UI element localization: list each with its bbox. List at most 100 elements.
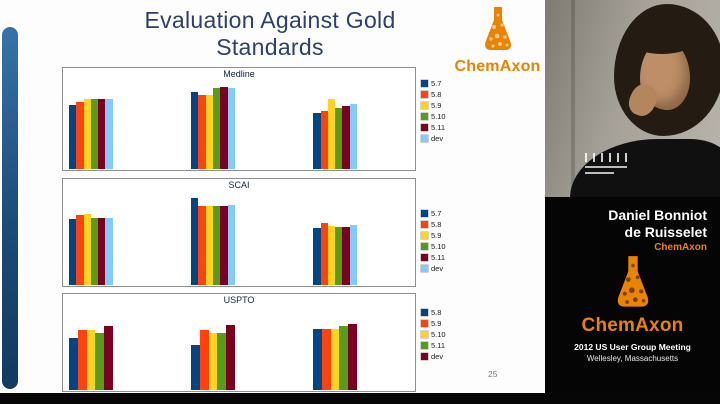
- bar-series-5.8: [198, 95, 206, 169]
- legend-swatch: [421, 135, 428, 142]
- bar-series-5.8: [320, 110, 328, 169]
- legend-item: 5.8: [421, 90, 446, 99]
- legend-swatch: [421, 91, 428, 98]
- bar-group: [69, 193, 113, 285]
- legend-swatch: [421, 254, 428, 261]
- chart-legend-medline: 5.7 5.8 5.9 5.10 5.11 dev: [421, 79, 446, 143]
- chart-plot-area: [63, 308, 415, 390]
- bar-series-5.8: [69, 337, 78, 390]
- chemaxon-flask-icon: [617, 256, 648, 307]
- legend-label: 5.11: [431, 253, 446, 262]
- chart-title: USPTO: [223, 295, 255, 305]
- bar-series-5.9: [77, 330, 87, 390]
- bar-series-5.11: [220, 87, 228, 169]
- bar-series-5.10: [335, 227, 343, 285]
- legend-item: 5.9: [421, 319, 446, 328]
- legend-item: 5.10: [421, 330, 446, 339]
- chemaxon-logo-block: ChemAxon 2012 US User Group Meeting Well…: [545, 255, 720, 363]
- legend-label: dev: [431, 352, 444, 361]
- bar-series-5.10: [208, 332, 218, 390]
- bar-series-5.8: [198, 205, 206, 285]
- legend-swatch: [421, 309, 428, 316]
- webcam-feed: [545, 0, 720, 197]
- bar-series-5.8: [76, 102, 84, 169]
- chemaxon-logo: ChemAxon: [450, 6, 545, 76]
- chart-title: SCAI: [228, 180, 250, 190]
- bar-series-5.9: [321, 328, 331, 390]
- legend-swatch: [421, 232, 428, 239]
- bar-series-5.7: [69, 218, 77, 285]
- legend-item: 5.7: [421, 79, 446, 88]
- bar-series-5.9: [199, 330, 209, 390]
- legend-label: 5.9: [431, 319, 442, 328]
- chart-medline: Medline: [62, 67, 416, 171]
- legend-label: 5.10: [431, 242, 446, 251]
- letterbox-bottom-bar: [0, 393, 720, 404]
- bar-series-dev: [349, 103, 357, 169]
- shirt-print-graphic: [585, 153, 627, 183]
- bar-series-dev: [227, 204, 235, 285]
- bar-series-dev: [227, 88, 235, 169]
- bar-series-5.9: [83, 214, 91, 285]
- legend-swatch: [421, 210, 428, 217]
- bar-series-5.7: [313, 227, 321, 285]
- legend-swatch: [421, 342, 428, 349]
- bar-series-5.11: [339, 326, 349, 390]
- legend-item: 5.8: [421, 308, 446, 317]
- legend-label: 5.8: [431, 90, 442, 99]
- bar-series-5.11: [98, 98, 106, 169]
- bar-group: [313, 193, 357, 285]
- legend-item: dev: [421, 134, 446, 143]
- speaker-video-panel: Daniel Bonniot de Ruisselet ChemAxon: [545, 0, 720, 404]
- legend-label: 5.10: [431, 330, 446, 339]
- bar-series-5.9: [83, 99, 91, 169]
- legend-item: 5.11: [421, 341, 446, 350]
- bar-group: [191, 193, 235, 285]
- bar-group: [313, 308, 357, 390]
- chart-title: Medline: [223, 69, 255, 79]
- speaker-name-block: Daniel Bonniot de Ruisselet ChemAxon: [608, 207, 707, 253]
- legend-label: 5.7: [431, 79, 442, 88]
- legend-label: 5.7: [431, 209, 442, 218]
- bar-series-5.7: [191, 197, 199, 285]
- legend-item: 5.9: [421, 231, 446, 240]
- bar-series-5.11: [95, 332, 105, 390]
- bar-series-5.10: [335, 108, 343, 169]
- chart-uspto: USPTO: [62, 293, 416, 392]
- legend-swatch: [421, 243, 428, 250]
- bar-series-5.10: [90, 217, 99, 285]
- bar-series-5.8: [191, 344, 200, 390]
- legend-label: 5.8: [431, 220, 442, 229]
- bar-series-5.8: [313, 328, 322, 390]
- bar-series-5.8: [76, 215, 84, 285]
- slide-title: Evaluation Against Gold Standards: [70, 7, 470, 61]
- shirt-print-text-line: [585, 166, 627, 168]
- bar-series-5.9: [205, 95, 213, 169]
- chemaxon-flask-icon: [484, 7, 511, 50]
- event-name: 2012 US User Group Meeting: [574, 342, 691, 352]
- speaker-organization: ChemAxon: [654, 242, 707, 253]
- bar-series-5.8: [320, 223, 328, 285]
- speaker-hair-fringe: [630, 28, 694, 54]
- wall-corner-line: [571, 0, 575, 197]
- bar-series-dev: [105, 217, 113, 285]
- legend-swatch: [421, 331, 428, 338]
- chart-legend-uspto: 5.8 5.9 5.10 5.11 dev: [421, 308, 446, 361]
- bar-series-dev: [348, 324, 357, 390]
- bar-group: [191, 308, 235, 390]
- legend-label: 5.10: [431, 112, 446, 121]
- bar-series-5.10: [86, 330, 96, 390]
- chart-legend-scai: 5.7 5.8 5.9 5.10 5.11 dev: [421, 209, 446, 273]
- legend-swatch: [421, 353, 428, 360]
- legend-item: 5.10: [421, 242, 446, 251]
- legend-label: 5.9: [431, 231, 442, 240]
- bar-series-5.11: [98, 217, 106, 285]
- legend-swatch: [421, 265, 428, 272]
- shirt-print-text-line: [585, 172, 614, 174]
- legend-label: 5.11: [431, 123, 446, 132]
- slide-page-number: 25: [488, 369, 498, 379]
- slide-title-line2: Standards: [216, 34, 324, 60]
- legend-swatch: [421, 124, 428, 131]
- legend-swatch: [421, 320, 428, 327]
